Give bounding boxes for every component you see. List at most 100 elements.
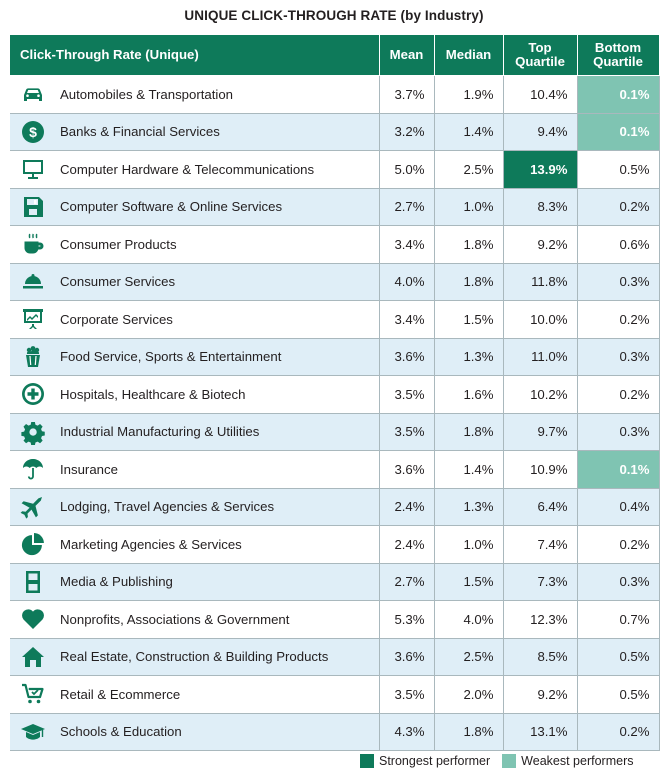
industry-cell: Hospitals, Healthcare & Biotech [10,375,380,414]
top-quartile-cell: 11.0% [502,337,578,376]
top-quartile-cell: 11.8% [502,262,578,301]
top-quartile-cell: 10.4% [502,75,578,114]
table-row: Schools & Education 4.3% 1.8% 13.1% 0.2% [10,712,660,751]
bottom-quartile-cell: 0.5% [576,637,660,676]
bottom-quartile-cell: 0.7% [576,600,660,639]
mean-cell: 4.3% [378,712,435,751]
median-cell: 1.4% [433,450,504,489]
top-quartile-cell: 13.1% [502,712,578,751]
legend-item-weakest: Weakest performers [502,754,633,768]
median-cell: 1.5% [433,300,504,339]
mean-cell: 2.4% [378,487,435,526]
industry-cell: Consumer Products [10,225,380,264]
industry-label: Automobiles & Transportation [60,86,233,102]
median-cell: 2.0% [433,675,504,714]
industry-label: Lodging, Travel Agencies & Services [60,499,275,515]
pie-chart-icon [10,531,56,557]
table-row: Marketing Agencies & Services 2.4% 1.0% 7.4… [10,525,660,564]
bottom-quartile-cell: 0.1% [576,450,660,489]
median-cell: 1.8% [433,225,504,264]
bottom-quartile-cell: 0.3% [576,562,660,601]
industry-cell: Industrial Manufacturing & Utilities [10,412,380,451]
industry-cell: $ Banks & Financial Services [10,112,380,151]
service-bell-icon [10,269,56,295]
mean-cell: 3.2% [378,112,435,151]
mean-cell: 4.0% [378,262,435,301]
bottom-quartile-cell: 0.2% [576,375,660,414]
film-strip-icon [10,569,56,595]
industry-cell: Consumer Services [10,262,380,301]
industry-label: Hospitals, Healthcare & Biotech [60,386,246,402]
table-row: Hospitals, Healthcare & Biotech 3.5% 1.6% 1… [10,375,660,414]
bottom-quartile-cell: 0.3% [576,337,660,376]
airplane-icon [10,494,56,520]
median-cell: 1.0% [433,525,504,564]
industry-cell: Corporate Services [10,300,380,339]
table-row: Consumer Products 3.4% 1.8% 9.2% 0.6% [10,225,660,264]
industry-cell: Media & Publishing [10,562,380,601]
industry-cell: Marketing Agencies & Services [10,525,380,564]
medical-plus-icon [10,381,56,407]
header-row: Click-Through Rate (Unique) Mean Median … [10,34,660,76]
mean-cell: 3.5% [378,375,435,414]
bottom-quartile-cell: 0.2% [576,712,660,751]
coffee-cup-icon [10,231,56,257]
table-row: Media & Publishing 2.7% 1.5% 7.3% 0.3% [10,562,660,601]
mean-cell: 3.6% [378,450,435,489]
table-row: Real Estate, Construction & Building Pro… [10,637,660,676]
chart-title: UNIQUE CLICK-THROUGH RATE (by Industry) [184,8,484,23]
industry-label: Corporate Services [60,311,173,327]
median-cell: 1.3% [433,487,504,526]
table-row: Industrial Manufacturing & Utilities 3.5%… [10,412,660,451]
industry-label: Nonprofits, Associations & Government [60,611,290,627]
median-cell: 4.0% [433,600,504,639]
mean-cell: 3.4% [378,225,435,264]
table-row: Nonprofits, Associations & Government 5.3… [10,600,660,639]
floppy-disk-icon [10,194,56,220]
industry-cell: Food Service, Sports & Entertainment [10,337,380,376]
median-cell: 1.8% [433,712,504,751]
industry-cell: Computer Software & Online Services [10,187,380,226]
column-header-industry: Click-Through Rate (Unique) [10,34,380,76]
bottom-quartile-cell: 0.3% [576,412,660,451]
top-quartile-cell: 12.3% [502,600,578,639]
industry-label: Consumer Products [60,236,177,252]
ctr-table: Click-Through Rate (Unique) Mean Median … [10,34,660,751]
table-row: Food Service, Sports & Entertainment 3.6%… [10,337,660,376]
industry-cell: Nonprofits, Associations & Government [10,600,380,639]
table-row: Computer Software & Online Services 2.7% 1… [10,187,660,226]
median-cell: 1.0% [433,187,504,226]
column-header-top-quartile: Top Quartile [502,34,578,76]
legend-swatch-weakest [502,754,517,768]
bottom-quartile-cell: 0.4% [576,487,660,526]
table-row: $ Banks & Financial Services 3.2% 1.4% 9.4% 0… [10,112,660,151]
gear-icon [10,419,56,445]
legend-swatch-strongest [360,754,374,768]
table-row: Corporate Services 3.4% 1.5% 10.0% 0.2% [10,300,660,339]
top-quartile-cell: 6.4% [502,487,578,526]
industry-label: Marketing Agencies & Services [60,536,242,552]
industry-label: Schools & Education [60,724,182,740]
bottom-quartile-cell: 0.3% [576,262,660,301]
median-cell: 2.5% [433,637,504,676]
svg-text:$: $ [29,124,37,140]
bottom-quartile-cell: 0.2% [576,525,660,564]
industry-cell: Lodging, Travel Agencies & Services [10,487,380,526]
legend: Strongest performer Weakest performers [360,754,645,768]
industry-label: Banks & Financial Services [60,124,220,140]
top-quartile-cell: 8.5% [502,637,578,676]
top-quartile-cell: 9.7% [502,412,578,451]
industry-label: Retail & Ecommerce [60,686,181,702]
legend-item-strongest: Strongest performer [360,754,490,768]
industry-cell: Computer Hardware & Telecommunications [10,150,380,189]
column-header-median: Median [433,34,504,76]
industry-cell: Insurance [10,450,380,489]
monitor-icon [10,156,56,182]
industry-label: Computer Software & Online Services [60,199,283,215]
table-row: Automobiles & Transportation 3.7% 1.9% 10.4… [10,75,660,114]
median-cell: 2.5% [433,150,504,189]
industry-label: Industrial Manufacturing & Utilities [60,424,260,440]
industry-label: Consumer Services [60,274,176,290]
column-header-bottom-quartile: Bottom Quartile [576,34,660,76]
mean-cell: 3.7% [378,75,435,114]
